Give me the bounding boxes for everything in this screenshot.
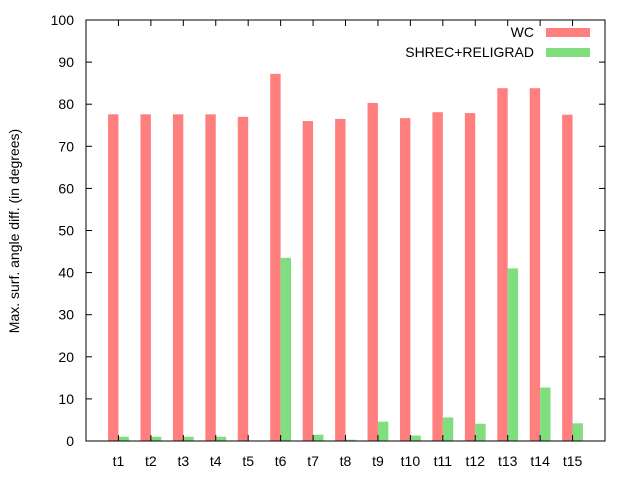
bar-shrec-religrad-t10 <box>410 435 421 441</box>
legend: WC SHREC+RELIGRAD <box>405 24 590 60</box>
bar-wc-t8 <box>335 118 346 441</box>
x-tick-label: t6 <box>275 453 287 469</box>
x-tick-label: t3 <box>177 453 189 469</box>
bar-wc-t14 <box>529 88 541 441</box>
x-tick-label: t2 <box>145 453 157 469</box>
bars-layer <box>108 73 583 442</box>
x-tick-label: t13 <box>498 453 518 469</box>
x-tick-label: t7 <box>307 453 319 469</box>
x-tick-label: t8 <box>340 453 352 469</box>
x-tick-label: t1 <box>113 453 125 469</box>
bar-shrec-religrad-t6 <box>280 257 292 441</box>
bar-wc-t5 <box>237 116 249 441</box>
bar-wc-t10 <box>399 118 411 441</box>
bar-shrec-religrad-t9 <box>377 421 389 441</box>
x-tick-label: t9 <box>372 453 384 469</box>
plot-frame <box>85 19 606 442</box>
y-tick-label: 80 <box>58 96 74 112</box>
bar-shrec-religrad-t2 <box>150 436 162 441</box>
y-tick-label: 50 <box>58 223 74 239</box>
y-tick-label: 100 <box>51 12 75 28</box>
x-tick-label: t10 <box>401 453 421 469</box>
bar-shrec-religrad-t15 <box>572 423 583 441</box>
y-tick-label: 60 <box>58 180 74 196</box>
legend-label: WC <box>511 24 534 40</box>
bar-wc-t13 <box>497 88 508 441</box>
x-tick-label: t12 <box>466 453 486 469</box>
x-tick-label: t11 <box>434 453 453 469</box>
bar-shrec-religrad-t3 <box>183 436 194 441</box>
bar-wc-t3 <box>172 114 184 442</box>
bar-shrec-religrad-t8 <box>345 439 356 441</box>
y-tick-label: 40 <box>58 265 74 281</box>
y-tick-label: 70 <box>58 138 74 154</box>
legend-swatch <box>546 28 590 37</box>
bar-wc-t2 <box>140 114 151 442</box>
legend-swatch <box>546 48 590 57</box>
legend-label: SHREC+RELIGRAD <box>405 44 534 60</box>
y-tick-label: 20 <box>58 349 74 365</box>
y-tick-label: 10 <box>58 391 74 407</box>
ticks-layer: 0 10 20 30 40 50 60 70 80 90 100 t1 t2 t3 t4 t5 t6 t7 t8 t9… <box>51 12 605 469</box>
x-tick-label: t14 <box>530 453 550 469</box>
x-tick-label: t4 <box>210 453 222 469</box>
y-tick-label: 90 <box>58 54 74 70</box>
y-axis-label: Max. surf. angle diff. (in degrees) <box>6 129 22 333</box>
bar-wc-t7 <box>302 121 314 441</box>
bar-shrec-religrad-t1 <box>118 436 129 441</box>
bar-wc-t15 <box>562 114 573 441</box>
x-tick-label: t15 <box>563 453 583 469</box>
bar-wc-t9 <box>367 102 378 441</box>
x-tick-label: t5 <box>242 453 254 469</box>
y-tick-label: 30 <box>58 307 74 323</box>
bar-shrec-religrad-t4 <box>215 436 227 441</box>
bar-wc-t6 <box>270 73 281 441</box>
bar-shrec-religrad-t12 <box>475 423 486 441</box>
bar-shrec-religrad-t13 <box>507 268 519 441</box>
bar-wc-t1 <box>108 114 119 442</box>
bar-wc-t4 <box>205 114 216 442</box>
y-tick-label: 0 <box>66 433 74 449</box>
bar-shrec-religrad-t7 <box>313 434 324 441</box>
bar-wc-t12 <box>464 113 476 441</box>
bar-wc-t11 <box>432 112 443 441</box>
bar-shrec-religrad-t11 <box>442 417 454 441</box>
bar-shrec-religrad-t14 <box>540 387 551 441</box>
